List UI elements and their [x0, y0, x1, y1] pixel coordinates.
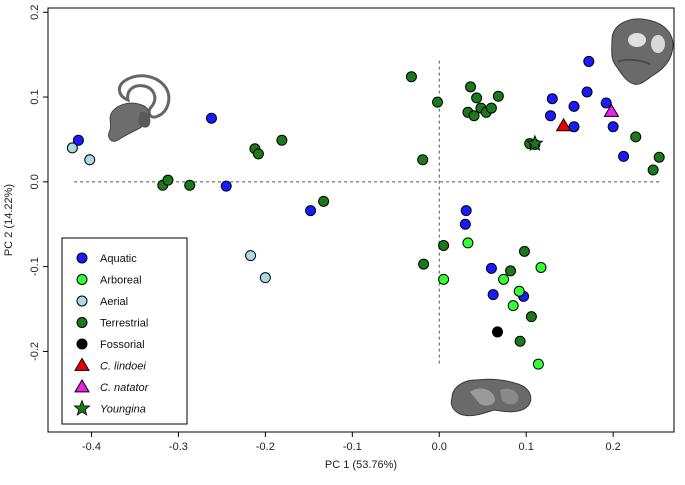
legend-marker-youngina	[73, 399, 91, 416]
y-tick-label: 0.2	[29, 5, 41, 20]
point-aquatic	[546, 93, 558, 105]
point-terrestrial	[525, 311, 537, 323]
point-aquatic	[460, 205, 472, 217]
legend-marker-c-natator	[74, 379, 90, 393]
legend-marker-terrestrial	[76, 317, 88, 328]
point-aquatic	[305, 205, 317, 217]
point-aerial	[84, 154, 96, 166]
x-axis-label: PC 1 (53.76%)	[325, 459, 397, 471]
point-terrestrial	[647, 164, 659, 176]
point-arboreal	[535, 261, 547, 273]
specimen-left-illustration	[108, 74, 171, 142]
legend-label-fossorial: Fossorial	[100, 339, 145, 351]
point-arboreal	[507, 300, 519, 312]
point-aerial	[259, 272, 271, 284]
point-c-natator	[603, 103, 620, 117]
x-tick-label: 0.0	[432, 441, 447, 453]
point-terrestrial	[438, 239, 450, 251]
point-aquatic	[600, 97, 612, 109]
point-arboreal	[532, 358, 544, 370]
point-aquatic	[220, 180, 232, 192]
point-fossorial	[492, 326, 504, 338]
point-terrestrial	[418, 258, 430, 270]
point-terrestrial	[417, 154, 429, 166]
y-tick-label: 0.1	[29, 89, 41, 104]
point-terrestrial	[162, 174, 174, 186]
plot-frame	[47, 7, 675, 433]
point-youngina	[526, 134, 544, 152]
point-arboreal	[438, 273, 450, 285]
point-terrestrial	[252, 148, 264, 160]
specimen-bottom-illustration	[450, 378, 532, 417]
point-aquatic	[545, 110, 557, 122]
point-terrestrial	[465, 81, 477, 93]
point-aquatic	[487, 289, 499, 301]
y-tick-label: 0.0	[29, 174, 41, 189]
point-terrestrial	[318, 195, 330, 207]
point-aquatic	[618, 150, 630, 162]
y-tick-label: -0.1	[29, 257, 41, 276]
point-terrestrial	[492, 90, 504, 102]
point-terrestrial	[468, 110, 480, 122]
point-aquatic	[568, 121, 580, 133]
point-aquatic	[205, 112, 217, 124]
point-terrestrial	[184, 179, 196, 191]
point-arboreal	[498, 273, 510, 285]
point-aquatic	[568, 100, 580, 112]
x-axis: -0.4 -0.3 -0.2 -0.1 0.0 0.1 0.2	[82, 432, 621, 453]
x-tick-label: 0.1	[519, 441, 534, 453]
legend-label-aerial: Aerial	[100, 296, 128, 308]
point-terrestrial	[514, 335, 526, 347]
legend-label-c-natator: C. natator	[100, 382, 150, 394]
point-terrestrial	[405, 71, 417, 83]
x-tick-label: -0.2	[256, 441, 275, 453]
legend-label-youngina: Youngina	[100, 404, 146, 416]
point-aerial	[245, 250, 257, 262]
legend-label-terrestrial: Terrestrial	[100, 318, 148, 330]
legend-marker-c-lindoei	[74, 357, 90, 371]
point-arboreal	[462, 237, 474, 249]
legend-marker-arboreal	[76, 274, 88, 285]
legend-label-aquatic: Aquatic	[100, 253, 137, 265]
x-tick-label: -0.4	[82, 441, 101, 453]
point-aquatic	[485, 262, 497, 274]
legend-label-c-lindoei: C. lindoei	[100, 361, 146, 373]
y-tick-label: -0.2	[29, 342, 41, 361]
point-terrestrial	[653, 151, 665, 163]
point-aquatic	[72, 134, 84, 146]
point-c-lindoei	[555, 117, 572, 132]
point-terrestrial	[630, 131, 642, 143]
point-aquatic	[459, 218, 471, 230]
point-terrestrial	[471, 92, 483, 104]
point-terrestrial	[432, 96, 444, 108]
data-points	[66, 55, 665, 370]
x-tick-label: -0.3	[169, 441, 188, 453]
x-tick-label: -0.1	[343, 441, 362, 453]
point-terrestrial	[276, 134, 288, 146]
legend-marker-aerial	[76, 295, 88, 307]
y-axis: -0.2 -0.1 0.0 0.1 0.2	[29, 5, 48, 361]
point-terrestrial	[485, 102, 497, 114]
legend-marker-fossorial	[76, 338, 88, 350]
point-aerial	[66, 142, 78, 154]
legend-label-arboreal: Arboreal	[100, 275, 142, 287]
y-axis-label: PC 2 (14.22%)	[3, 184, 15, 256]
x-tick-label: 0.2	[605, 441, 620, 453]
point-aquatic	[581, 86, 593, 98]
legend: Aquatic Arboreal Aerial Terrestrial Fossoria…	[61, 237, 188, 425]
point-terrestrial	[518, 245, 530, 257]
specimen-top-right-illustration	[611, 18, 674, 85]
legend-box	[61, 237, 188, 425]
point-aquatic	[583, 55, 595, 67]
point-arboreal	[513, 285, 525, 297]
legend-marker-aquatic	[76, 252, 88, 264]
point-aquatic	[607, 121, 619, 133]
point-terrestrial	[505, 265, 517, 277]
